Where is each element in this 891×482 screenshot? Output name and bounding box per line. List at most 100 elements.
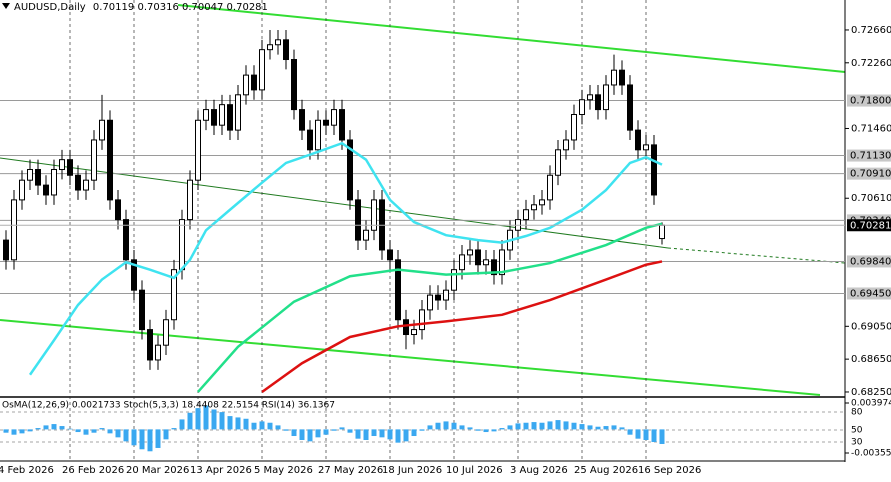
candle-body: [147, 329, 153, 361]
osma-bar: [163, 429, 169, 440]
channel-lower: [0, 319, 821, 396]
candle-body: [19, 179, 25, 201]
moving-average: [28, 141, 663, 376]
candle-body: [123, 219, 129, 261]
candle-body: [323, 119, 329, 126]
osma-bar: [435, 422, 441, 430]
candle-body: [315, 119, 321, 151]
osma-bar: [139, 429, 145, 450]
osma-bar: [59, 426, 65, 430]
candle-body: [403, 319, 409, 336]
candle-body: [387, 249, 393, 261]
osma-bar: [363, 429, 369, 440]
candle-body: [483, 259, 489, 266]
osma-bar: [179, 419, 185, 430]
candle-body: [411, 329, 417, 336]
osma-bar: [515, 423, 521, 430]
x-tick-label: 4 Feb 2026: [0, 465, 54, 476]
osma-bar: [643, 429, 649, 440]
candle-body: [579, 99, 585, 116]
osma-bar: [651, 429, 657, 442]
osma-bar: [155, 429, 161, 448]
chart-header: AUDUSD,Daily 0.70119 0.70316 0.70047 0.7…: [14, 2, 268, 13]
candle-body: [139, 289, 145, 331]
osma-bar: [443, 421, 449, 430]
osma-bar: [275, 425, 281, 430]
candle-body: [99, 119, 105, 141]
indicator-level-label: 30: [851, 438, 863, 448]
osma-bar: [107, 429, 113, 434]
osma-bar: [83, 429, 89, 435]
candle-body: [603, 84, 609, 111]
level-label-box: [847, 149, 891, 162]
candle-body: [11, 199, 17, 261]
osma-bar: [19, 429, 25, 434]
x-tick-label: 5 May 2026: [254, 465, 313, 476]
y-tick-label: 0.71460: [851, 123, 891, 134]
candle-body: [427, 294, 433, 311]
osma-bar: [267, 422, 273, 430]
candle-body: [627, 84, 633, 131]
candle-body: [451, 269, 457, 291]
header-high: 0.70316: [137, 2, 178, 13]
candle-body: [283, 39, 289, 61]
y-tick-label: 0.72660: [851, 25, 891, 36]
candle-body: [27, 169, 33, 181]
osma-bar: [411, 429, 417, 437]
candle-body: [635, 129, 641, 151]
candle-body: [203, 109, 209, 121]
candle-body: [611, 69, 617, 86]
osma-bar: [131, 429, 137, 446]
osma-bar: [219, 412, 225, 430]
osma-bar: [35, 428, 41, 430]
level-label-box: [847, 167, 891, 180]
osma-bar: [611, 425, 617, 430]
y-tick-label: 0.68650: [851, 354, 891, 365]
candle-body: [587, 94, 593, 101]
osma-bar: [259, 421, 265, 430]
candle-body: [459, 254, 465, 271]
candle-body: [651, 144, 657, 196]
osma-bar: [491, 429, 497, 432]
osma-bar: [387, 429, 393, 440]
candle-body: [67, 159, 73, 176]
osma-bar: [635, 429, 641, 439]
osma-bar: [371, 429, 377, 437]
osma-bar: [315, 429, 321, 438]
osma-bar: [331, 429, 337, 431]
header-low: 0.70047: [182, 2, 223, 13]
x-tick-label: 25 Aug 2026: [574, 465, 638, 476]
osma-bar: [539, 422, 545, 430]
osma-bar: [379, 429, 385, 438]
y-tick-label: 0.70610: [851, 193, 891, 204]
osma-bar: [587, 425, 593, 430]
osma-bar: [339, 427, 345, 430]
osma-bar: [659, 429, 665, 444]
x-tick-label: 3 Aug 2026: [510, 465, 568, 476]
osma-bar: [595, 426, 601, 430]
candle-body: [259, 49, 265, 91]
osma-bar: [243, 418, 249, 430]
osma-bar: [451, 422, 457, 430]
y-tick-label: 0.69050: [851, 321, 891, 332]
x-tick-label: 20 Mar 2026: [126, 465, 189, 476]
level-label: 0.71130: [850, 151, 891, 162]
osma-bar: [211, 409, 217, 430]
candle-body: [571, 114, 577, 141]
candle-body: [35, 169, 41, 186]
candle-body: [43, 184, 49, 196]
level-label: 0.69840: [850, 256, 891, 267]
osma-bar: [115, 429, 121, 438]
candle-body: [51, 169, 57, 196]
osma-bar: [307, 429, 313, 442]
candle-body: [187, 179, 193, 221]
candle-body: [419, 309, 425, 331]
osma-bar: [579, 424, 585, 430]
candle-body: [523, 209, 529, 221]
level-label-box: [847, 287, 891, 300]
osma-bar: [395, 429, 401, 443]
candle-body: [531, 204, 537, 211]
candle-body: [435, 294, 441, 301]
osma-bar: [499, 428, 505, 430]
